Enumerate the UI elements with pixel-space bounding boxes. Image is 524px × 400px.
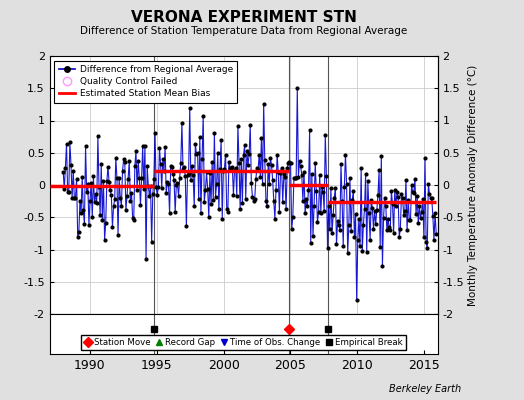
Text: Difference of Station Temperature Data from Regional Average: Difference of Station Temperature Data f… [80, 26, 407, 36]
Legend: Station Move, Record Gap, Time of Obs. Change, Empirical Break: Station Move, Record Gap, Time of Obs. C… [81, 335, 406, 350]
Text: VERONA EXPERIMENT STN: VERONA EXPERIMENT STN [130, 10, 357, 25]
Text: Berkeley Earth: Berkeley Earth [389, 384, 461, 394]
Legend: Difference from Regional Average, Quality Control Failed, Estimated Station Mean: Difference from Regional Average, Qualit… [54, 60, 237, 103]
Y-axis label: Monthly Temperature Anomaly Difference (°C): Monthly Temperature Anomaly Difference (… [468, 64, 478, 306]
